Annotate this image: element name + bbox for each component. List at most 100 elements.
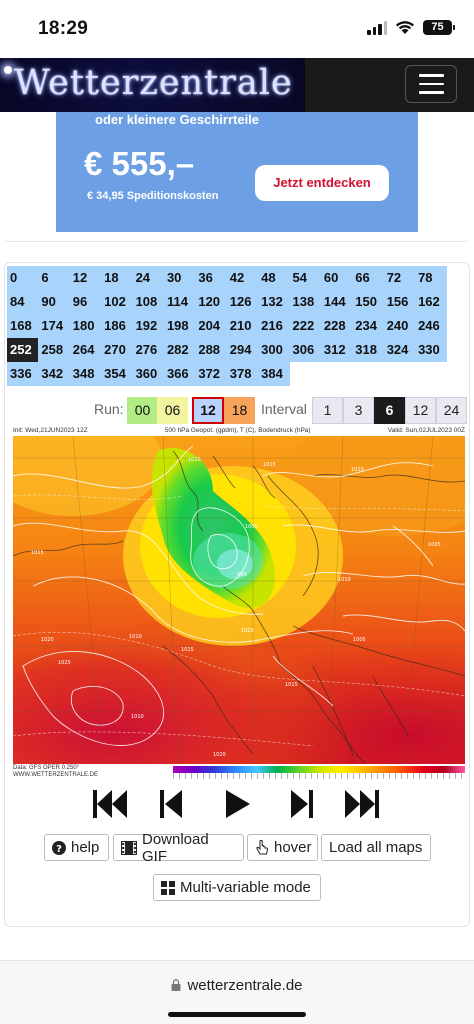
forecast-step-282[interactable]: 282 (166, 342, 189, 357)
url-display[interactable]: wetterzentrale.de (0, 977, 474, 994)
ad-cta-button[interactable]: Jetzt entdecken (255, 165, 389, 201)
advertisement-banner[interactable]: oder kleinere Geschirrteile € 555,– € 34… (56, 112, 418, 232)
last-frame-button[interactable] (343, 787, 381, 821)
pointer-hand-icon (255, 839, 269, 856)
next-frame-button[interactable] (288, 787, 316, 821)
isobar-label: 1020 (41, 637, 54, 643)
forecast-step-270[interactable]: 270 (104, 342, 126, 357)
forecast-step-306[interactable]: 306 (292, 342, 315, 357)
forecast-step-288[interactable]: 288 (198, 342, 221, 357)
forecast-step-204[interactable]: 204 (198, 318, 221, 333)
forecast-step-90[interactable]: 90 (41, 294, 56, 309)
download-gif-button[interactable]: Download GIF (113, 831, 244, 865)
forecast-step-210[interactable]: 210 (229, 318, 252, 333)
forecast-step-336[interactable]: 336 (10, 366, 32, 381)
forecast-step-126[interactable]: 126 (229, 294, 252, 309)
forecast-step-78[interactable]: 78 (418, 270, 433, 285)
run-option-00[interactable]: 00 (127, 397, 158, 424)
forecast-step-180[interactable]: 180 (72, 318, 95, 333)
forecast-step-174[interactable]: 174 (41, 318, 64, 333)
forecast-step-42[interactable]: 42 (229, 270, 245, 285)
forecast-step-198[interactable]: 198 (166, 318, 189, 333)
previous-frame-button[interactable] (157, 787, 185, 821)
forecast-step-12[interactable]: 12 (72, 270, 88, 285)
map-variable-text: 500 hPa Geopot. (gpdm), T (C), Bodendruc… (164, 427, 311, 434)
forecast-step-30[interactable]: 30 (166, 270, 182, 285)
forecast-step-318[interactable]: 318 (355, 342, 377, 357)
ad-shipping-text: € 34,95 Speditionskosten (87, 190, 219, 202)
interval-option-1[interactable]: 1 (312, 397, 343, 424)
forecast-step-144[interactable]: 144 (323, 294, 346, 309)
forecast-step-294[interactable]: 294 (229, 342, 252, 357)
hover-button[interactable]: hover (247, 834, 318, 861)
forecast-step-6[interactable]: 6 (41, 270, 49, 285)
forecast-step-276[interactable]: 276 (135, 342, 158, 357)
help-label: help (71, 839, 100, 856)
forecast-step-354[interactable]: 354 (104, 366, 126, 381)
forecast-step-108[interactable]: 108 (135, 294, 158, 309)
forecast-step-378[interactable]: 378 (229, 366, 252, 381)
wifi-icon (396, 21, 414, 34)
forecast-step-360[interactable]: 360 (135, 366, 158, 381)
hamburger-menu-button[interactable] (405, 65, 457, 103)
forecast-step-186[interactable]: 186 (104, 318, 126, 333)
forecast-step-132[interactable]: 132 (261, 294, 283, 309)
forecast-step-342[interactable]: 342 (41, 366, 64, 381)
run-option-12[interactable]: 12 (192, 397, 224, 424)
forecast-step-222[interactable]: 222 (292, 318, 315, 333)
forecast-step-258[interactable]: 258 (41, 342, 64, 357)
forecast-step-246[interactable]: 246 (418, 318, 440, 333)
run-option-18[interactable]: 18 (224, 397, 255, 424)
run-option-06[interactable]: 06 (157, 397, 188, 424)
forecast-step-192[interactable]: 192 (135, 318, 158, 333)
forecast-step-366[interactable]: 366 (166, 366, 189, 381)
interval-option-6[interactable]: 6 (374, 397, 405, 424)
forecast-step-120[interactable]: 120 (198, 294, 221, 309)
forecast-step-18[interactable]: 18 (104, 270, 119, 285)
site-logo[interactable]: Wetterzentrale (0, 58, 305, 112)
forecast-step-102[interactable]: 102 (104, 294, 126, 309)
weather-map[interactable]: Init: Wed,21JUN2023 12Z 500 hPa Geopot. … (11, 427, 467, 780)
forecast-step-72[interactable]: 72 (386, 270, 402, 285)
forecast-step-216[interactable]: 216 (261, 318, 283, 333)
forecast-step-0[interactable]: 0 (10, 270, 18, 285)
interval-option-3[interactable]: 3 (343, 397, 374, 424)
download-gif-label: Download GIF (142, 830, 209, 865)
forecast-step-60[interactable]: 60 (323, 270, 339, 285)
interval-option-24[interactable]: 24 (436, 397, 467, 424)
forecast-step-138[interactable]: 138 (292, 294, 315, 309)
forecast-step-66[interactable]: 66 (355, 270, 370, 285)
forecast-step-324[interactable]: 324 (386, 342, 409, 357)
isobar-label: 1005 (428, 542, 441, 548)
browser-address-bar[interactable]: wetterzentrale.de (0, 960, 474, 1024)
forecast-step-36[interactable]: 36 (198, 270, 213, 285)
forecast-step-54[interactable]: 54 (292, 270, 307, 285)
multi-variable-mode-button[interactable]: Multi-variable mode (153, 874, 321, 901)
forecast-step-24[interactable]: 24 (135, 270, 151, 285)
forecast-step-228[interactable]: 228 (323, 318, 346, 333)
forecast-step-48[interactable]: 48 (261, 270, 276, 285)
forecast-step-114[interactable]: 114 (166, 294, 188, 309)
forecast-step-384[interactable]: 384 (261, 366, 283, 381)
interval-option-12[interactable]: 12 (405, 397, 436, 424)
forecast-step-96[interactable]: 96 (72, 294, 88, 309)
forecast-step-168[interactable]: 168 (10, 318, 32, 333)
forecast-step-156[interactable]: 156 (386, 294, 409, 309)
load-all-maps-button[interactable]: Load all maps (321, 834, 431, 861)
help-button[interactable]: ? help (44, 834, 109, 861)
forecast-step-234[interactable]: 234 (355, 318, 377, 333)
forecast-step-252[interactable]: 252 (7, 338, 39, 362)
forecast-step-330[interactable]: 330 (418, 342, 440, 357)
forecast-step-84[interactable]: 84 (10, 294, 25, 309)
forecast-step-300[interactable]: 300 (261, 342, 283, 357)
forecast-step-348[interactable]: 348 (72, 366, 95, 381)
forecast-step-150[interactable]: 150 (355, 294, 377, 309)
forecast-step-240[interactable]: 240 (386, 318, 409, 333)
forecast-step-372[interactable]: 372 (198, 366, 221, 381)
forecast-step-312[interactable]: 312 (323, 342, 346, 357)
forecast-step-162[interactable]: 162 (418, 294, 440, 309)
forecast-step-264[interactable]: 264 (72, 342, 95, 357)
first-frame-button[interactable] (91, 787, 129, 821)
play-button[interactable] (222, 787, 254, 821)
skip-to-end-icon (345, 790, 379, 818)
